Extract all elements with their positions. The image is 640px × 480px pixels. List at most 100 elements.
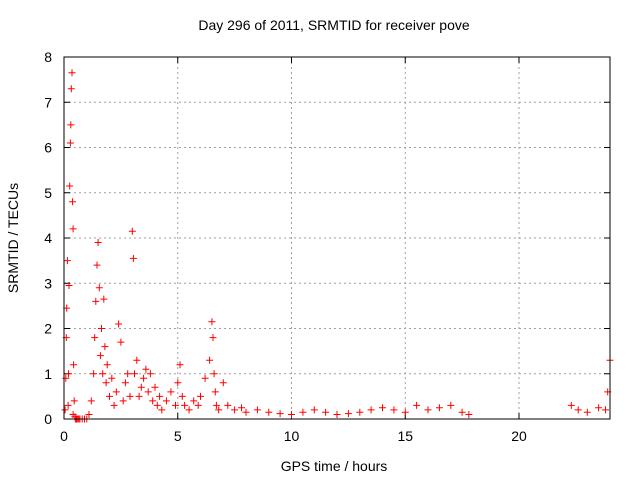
data-point xyxy=(458,408,466,416)
data-point xyxy=(110,401,118,409)
y-tick-label: 1 xyxy=(44,366,52,382)
data-point xyxy=(96,352,104,360)
data-point xyxy=(435,404,443,412)
data-point xyxy=(178,392,186,400)
y-tick-label: 0 xyxy=(44,411,52,427)
data-point xyxy=(310,406,318,414)
data-point xyxy=(265,408,273,416)
data-point xyxy=(242,408,250,416)
data-point xyxy=(140,374,148,382)
data-point xyxy=(67,121,75,129)
data-point xyxy=(142,365,150,373)
data-point xyxy=(253,406,261,414)
x-tick-label: 20 xyxy=(511,428,527,444)
data-point xyxy=(146,370,154,378)
y-tick-label: 4 xyxy=(44,230,52,246)
data-point xyxy=(115,320,123,328)
y-tick-label: 6 xyxy=(44,140,52,156)
data-point xyxy=(224,401,232,409)
data-point xyxy=(102,379,110,387)
y-axis-label: SRMTID / TECUs xyxy=(5,183,21,293)
y-tick-label: 3 xyxy=(44,275,52,291)
data-point xyxy=(158,406,166,414)
chart-title: Day 296 of 2011, SRMTID for receiver pov… xyxy=(198,17,470,33)
data-point xyxy=(133,356,141,364)
data-point xyxy=(602,406,609,414)
data-point xyxy=(276,410,284,418)
data-point xyxy=(131,370,138,378)
data-point xyxy=(211,388,219,396)
data-point xyxy=(108,374,116,382)
data-point xyxy=(574,406,582,414)
data-point xyxy=(67,85,75,93)
data-point xyxy=(144,388,152,396)
data-point xyxy=(95,284,103,292)
data-point xyxy=(209,334,217,342)
data-point xyxy=(112,388,120,396)
data-point xyxy=(219,379,227,387)
data-point xyxy=(424,406,432,414)
data-point xyxy=(447,401,455,409)
data-point xyxy=(201,374,209,382)
data-point xyxy=(103,361,111,369)
data-point xyxy=(176,361,184,369)
data-point xyxy=(90,370,98,378)
data-point xyxy=(185,406,193,414)
data-point xyxy=(206,356,214,364)
data-point xyxy=(65,370,72,378)
y-tick-label: 2 xyxy=(44,321,52,337)
data-point xyxy=(356,408,364,416)
data-point xyxy=(379,404,386,412)
data-point xyxy=(194,401,202,409)
data-point xyxy=(124,370,132,378)
data-point xyxy=(174,379,182,387)
data-point xyxy=(129,254,137,262)
data-point xyxy=(190,397,198,405)
x-tick-label: 0 xyxy=(60,428,68,444)
data-point xyxy=(156,392,164,400)
data-point xyxy=(390,406,398,414)
data-point xyxy=(66,139,74,147)
data-point xyxy=(401,408,409,416)
data-point xyxy=(91,334,99,342)
data-point xyxy=(162,397,170,405)
data-point xyxy=(583,408,591,416)
data-point xyxy=(595,404,603,412)
x-tick-label: 15 xyxy=(397,428,413,444)
data-point xyxy=(231,406,239,414)
data-point xyxy=(151,383,159,391)
data-point xyxy=(119,397,127,405)
data-point xyxy=(167,388,175,396)
x-axis-label: GPS time / hours xyxy=(281,458,388,474)
data-point xyxy=(181,401,189,409)
data-point xyxy=(62,374,70,382)
data-point xyxy=(70,397,78,405)
data-point xyxy=(344,410,352,418)
data-point xyxy=(153,401,161,409)
data-point xyxy=(299,408,307,416)
data-point xyxy=(197,392,204,400)
data-point xyxy=(65,282,73,289)
data-point xyxy=(93,261,101,269)
data-point xyxy=(465,411,473,418)
data-point xyxy=(69,198,77,206)
plot-frame xyxy=(63,56,611,420)
data-point xyxy=(100,295,108,303)
data-point xyxy=(413,401,421,409)
data-point xyxy=(126,392,134,400)
data-point xyxy=(70,361,78,369)
data-point xyxy=(117,338,125,346)
data-point xyxy=(87,397,95,405)
y-tick-label: 7 xyxy=(44,94,52,110)
data-point xyxy=(212,401,220,409)
data-point xyxy=(567,401,575,409)
grid xyxy=(64,57,610,419)
data-point xyxy=(85,411,93,418)
data-point xyxy=(98,325,105,332)
data-point xyxy=(135,392,143,400)
data-point xyxy=(106,392,113,400)
data-point xyxy=(92,297,100,305)
data-point xyxy=(121,379,129,387)
data-point xyxy=(367,406,375,414)
